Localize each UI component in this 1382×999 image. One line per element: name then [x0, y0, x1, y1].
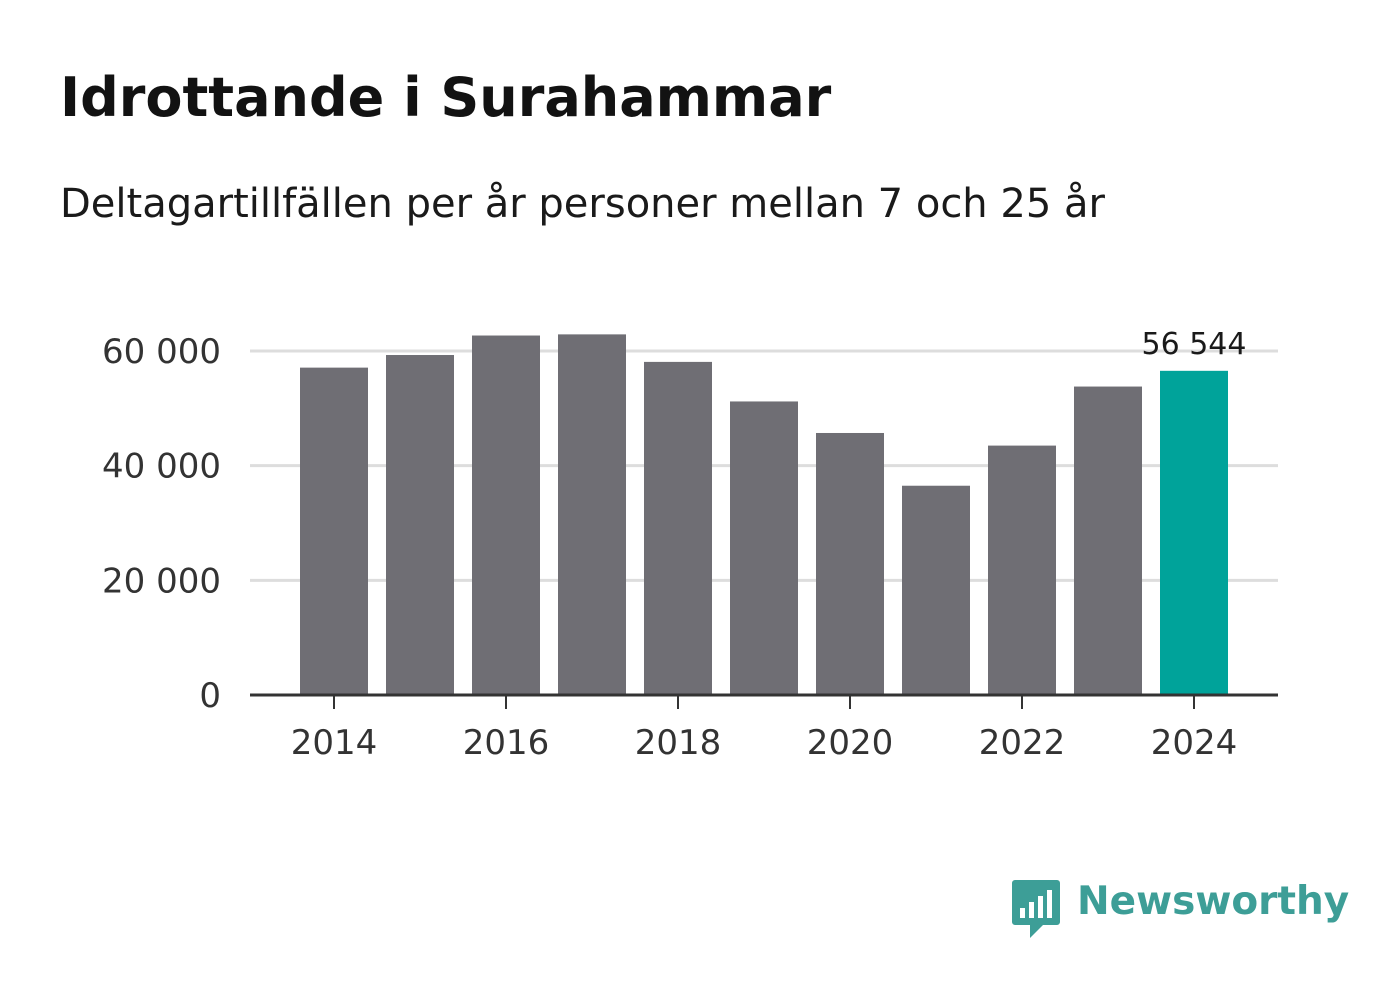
chart-title: Idrottande i Surahammar: [60, 66, 832, 129]
bar-2023: [1074, 386, 1142, 695]
newsworthy-logo-icon: [1012, 880, 1060, 938]
brand-name: Newsworthy: [1077, 879, 1350, 924]
y-tick-label: 20 000: [102, 561, 221, 601]
x-tick-label: 2022: [979, 723, 1066, 763]
chart-subtitle: Deltagartillfällen per år personer mella…: [60, 181, 1105, 227]
bar-2017: [558, 334, 626, 695]
bar-2014: [300, 367, 368, 695]
y-tick-label: 40 000: [102, 447, 221, 487]
bar-2022: [988, 445, 1056, 695]
bar-2020: [816, 432, 884, 695]
bars: [300, 334, 1228, 695]
bar-2024: [1160, 370, 1228, 695]
y-tick-label: 0: [199, 676, 221, 716]
data-label-2024: 56 544: [1142, 327, 1247, 362]
axes: [250, 693, 1278, 709]
x-tick-label: 2024: [1151, 723, 1238, 763]
x-tick-label: 2020: [807, 723, 894, 763]
bar-2018: [644, 361, 712, 695]
brand-logo: Newsworthy: [1011, 878, 1349, 940]
x-tick-label: 2014: [291, 723, 378, 763]
labels: 0 20 000 40 000 60 000 2014 2016 2018 2020 2022 2…: [102, 327, 1246, 763]
bar-2015: [386, 355, 454, 695]
y-tick-label: 60 000: [102, 332, 221, 372]
bar-2019: [730, 401, 798, 695]
bar-2021: [902, 485, 970, 695]
bar-2016: [472, 335, 540, 695]
x-tick-label: 2016: [463, 723, 550, 763]
x-tick-label: 2018: [635, 723, 722, 763]
